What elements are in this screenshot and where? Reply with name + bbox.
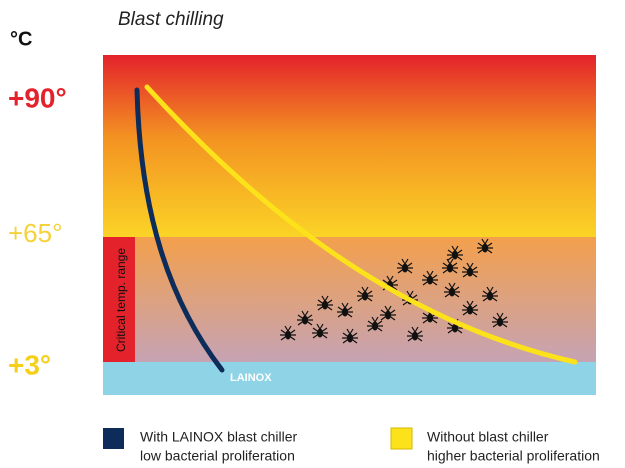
legend-text: With LAINOX blast chiller	[140, 429, 297, 445]
no-chiller-curve	[144, 84, 578, 365]
legend-swatch	[103, 428, 124, 449]
unit: °C	[10, 28, 32, 50]
scale-label: +65°	[8, 218, 63, 248]
zone-label: Critical temp. range	[114, 248, 128, 352]
cold-band	[103, 362, 596, 395]
scale-label: +3°	[8, 349, 51, 380]
scale-label: +90°	[8, 82, 67, 113]
legend-text: Without blast chiller	[427, 429, 549, 445]
legend-swatch	[390, 427, 413, 450]
legend-text: low bacterial proliferation	[140, 448, 295, 464]
critical-zone	[103, 237, 135, 362]
hot-band	[103, 55, 596, 237]
lainox-curve	[134, 87, 225, 373]
brand: LAINOX	[230, 372, 272, 384]
legend-text: higher bacterial proliferation	[427, 448, 600, 464]
title: Blast chilling	[118, 9, 224, 30]
